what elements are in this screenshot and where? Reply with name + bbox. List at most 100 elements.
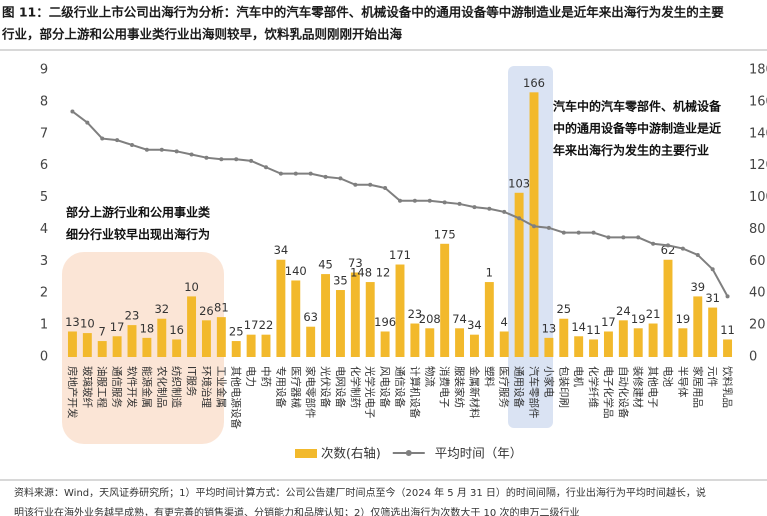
- line-point: [159, 147, 164, 152]
- legend-label: 平均时间（年）: [435, 446, 523, 461]
- x-tick-label: 专用设备: [274, 366, 287, 408]
- x-tick-label: 金属新材料: [468, 366, 481, 419]
- bar: [67, 331, 77, 357]
- annotation: 汽车中的汽车零部件、机械设备: [553, 99, 722, 114]
- bar: [410, 323, 420, 357]
- legend-label: 次数(右轴): [321, 446, 381, 461]
- bar: [276, 259, 286, 357]
- x-tick-label: 计算机设备: [408, 366, 421, 419]
- line-point: [353, 182, 358, 187]
- line-point: [680, 246, 685, 251]
- annotation: 年来出海行为发生的主要行业: [553, 143, 709, 158]
- bar: [693, 296, 703, 357]
- x-tick-label: 工业金属: [215, 366, 228, 408]
- bar: [82, 333, 92, 357]
- bar: [633, 328, 643, 357]
- y2-tick-label: 160: [749, 94, 767, 109]
- line-point: [591, 230, 596, 235]
- bar: [216, 317, 226, 357]
- bar-label: 171: [389, 248, 411, 262]
- y-tick-label: 3: [40, 254, 48, 269]
- bar-label: 73: [348, 256, 363, 270]
- bar-label: 140: [285, 264, 307, 278]
- y-tick-label: 9: [40, 63, 48, 78]
- x-tick-label: 通用设备: [513, 366, 526, 408]
- line-point: [576, 230, 581, 235]
- bar-label: 25: [556, 302, 571, 316]
- y-tick-label: 0: [40, 350, 48, 365]
- line-point: [427, 198, 432, 203]
- x-tick-label: 光学光电子: [364, 366, 377, 419]
- line-point: [398, 198, 402, 203]
- line-point: [442, 200, 447, 205]
- line-point: [144, 147, 149, 152]
- x-tick-label: 自动化设备: [617, 366, 630, 419]
- line-point: [502, 209, 507, 214]
- line-point: [666, 243, 670, 248]
- y2-tick-label: 20: [749, 318, 766, 333]
- line-point: [561, 230, 566, 235]
- x-tick-label: 医疗器械: [289, 366, 302, 408]
- legend-swatch: [295, 449, 317, 458]
- bar: [231, 341, 241, 357]
- line-point: [308, 171, 313, 176]
- line-point: [710, 267, 715, 272]
- bar-label: 7: [99, 325, 106, 339]
- y-tick-label: 7: [40, 126, 48, 141]
- x-tick-label: 软件开发: [126, 366, 139, 408]
- x-tick-label: 油服工程: [96, 366, 109, 408]
- x-tick-label: 通信设备: [394, 366, 407, 408]
- line-point: [546, 225, 551, 230]
- line-point: [338, 176, 343, 181]
- bar-label: 19: [676, 312, 691, 326]
- bar: [350, 272, 360, 357]
- bar-label: 148 12: [350, 266, 390, 280]
- x-tick-label: 电网设备: [334, 366, 347, 408]
- bar-label: 13: [542, 321, 557, 335]
- bar: [201, 320, 211, 357]
- line-point: [85, 120, 90, 125]
- line-point: [234, 157, 239, 162]
- line-point: [130, 142, 134, 147]
- bar: [187, 296, 197, 357]
- x-tick-label: 装修建材: [632, 366, 645, 408]
- bar: [291, 280, 301, 357]
- bar: [172, 339, 182, 357]
- x-tick-label: 纺织制造: [170, 366, 183, 408]
- bar: [589, 339, 599, 357]
- x-tick-label: 风电设备: [379, 366, 392, 408]
- bar-label: 13: [65, 315, 80, 329]
- x-tick-label: 玻璃玻纤: [81, 366, 94, 408]
- bar: [112, 336, 122, 357]
- x-tick-label: 中药: [260, 366, 273, 387]
- line-point: [293, 171, 298, 176]
- line-point: [249, 158, 254, 163]
- bar-label: 45: [318, 258, 333, 272]
- bar: [648, 323, 658, 357]
- line-point: [517, 216, 522, 221]
- bar: [499, 331, 509, 357]
- x-tick-label: 消费电子: [438, 366, 451, 408]
- x-tick-label: 能源金属: [140, 366, 153, 408]
- annotation: 中的通用设备等中游制造业是近: [553, 121, 721, 136]
- bar: [157, 318, 167, 357]
- x-tick-label: 其他电子: [647, 366, 660, 408]
- line-point: [532, 224, 536, 229]
- bar-label: 32: [154, 302, 169, 316]
- line-point: [621, 235, 626, 240]
- bar: [365, 282, 375, 357]
- y-tick-label: 6: [40, 158, 48, 173]
- bar-label: 23: [408, 307, 423, 321]
- x-tick-label: 光伏设备: [319, 366, 332, 408]
- x-tick-label: 房地产开发: [66, 366, 79, 419]
- bar-label: 63: [303, 310, 318, 324]
- x-tick-label: 医疗服务: [498, 366, 511, 408]
- x-tick-label: 电力: [245, 366, 258, 387]
- bar: [603, 331, 613, 357]
- bar: [663, 259, 673, 357]
- bar-label: 10: [80, 317, 95, 331]
- bar-label: 39: [690, 280, 705, 294]
- line-point: [695, 252, 700, 257]
- bar: [306, 326, 316, 357]
- line-point: [457, 201, 462, 206]
